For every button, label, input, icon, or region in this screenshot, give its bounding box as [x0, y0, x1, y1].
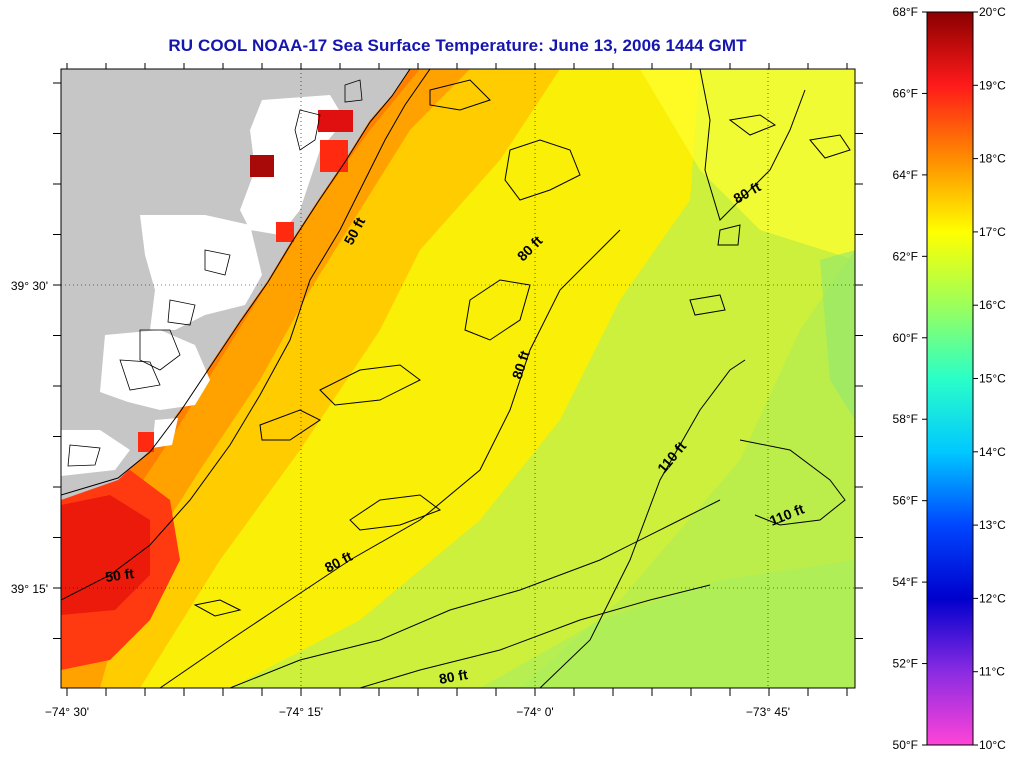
- colorbar-c-label: 11°C: [979, 665, 1005, 679]
- colorbar-c-label: 16°C: [979, 298, 1006, 312]
- colorbar: 68°F 66°F 64°F 62°F 60°F 58°F 56°F 54°F 52°F 50°F…: [893, 5, 1007, 752]
- colorbar-f-label: 58°F: [893, 412, 918, 426]
- x-axis-labels: −74° 30' −74° 15' −74° 0' −73° 45': [45, 705, 790, 719]
- colorbar-c-label: 18°C: [979, 152, 1006, 166]
- map-title: RU COOL NOAA-17 Sea Surface Temperature:…: [168, 36, 747, 55]
- y-tick-label: 39° 15': [11, 582, 48, 596]
- colorbar-f-label: 54°F: [893, 575, 918, 589]
- colorbar-c-labels: 20°C 19°C 18°C 17°C 16°C 15°C 14°C 13°C 12°C 11°C…: [979, 5, 1006, 752]
- colorbar-c-label: 14°C: [979, 445, 1006, 459]
- colorbar-c-label: 13°C: [979, 518, 1006, 532]
- grid-lines: [61, 69, 855, 688]
- x-tick-label: −74° 0': [516, 705, 553, 719]
- tick-marks: [53, 63, 863, 696]
- colorbar-f-label: 62°F: [893, 249, 918, 263]
- colorbar-c-label: 19°C: [979, 78, 1006, 92]
- colorbar-bar: [926, 11, 974, 746]
- x-tick-label: −73° 45': [746, 705, 790, 719]
- x-tick-label: −74° 15': [279, 705, 323, 719]
- colorbar-c-label: 17°C: [979, 225, 1006, 239]
- colorbar-f-label: 60°F: [893, 331, 918, 345]
- colorbar-c-label: 20°C: [979, 5, 1006, 19]
- contour-label: 50 ft: [104, 565, 135, 585]
- colorbar-f-label: 68°F: [893, 5, 918, 19]
- colorbar-f-labels: 68°F 66°F 64°F 62°F 60°F 58°F 56°F 54°F 52°F 50°F: [893, 5, 918, 752]
- colorbar-c-label: 12°C: [979, 591, 1006, 605]
- colorbar-f-label: 52°F: [893, 657, 918, 671]
- sst-field: [61, 69, 855, 688]
- colorbar-c-label: 10°C: [979, 738, 1006, 752]
- colorbar-f-label: 56°F: [893, 494, 918, 508]
- colorbar-f-label: 50°F: [893, 738, 918, 752]
- contour-label: 80 ft: [438, 666, 469, 687]
- x-tick-label: −74° 30': [45, 705, 89, 719]
- colorbar-c-label: 15°C: [979, 372, 1006, 386]
- y-axis-labels: 39° 30' 39° 15': [11, 279, 48, 596]
- y-tick-label: 39° 30': [11, 279, 48, 293]
- plot-frame: [60, 68, 856, 689]
- colorbar-f-label: 64°F: [893, 168, 918, 182]
- colorbar-f-label: 66°F: [893, 86, 918, 100]
